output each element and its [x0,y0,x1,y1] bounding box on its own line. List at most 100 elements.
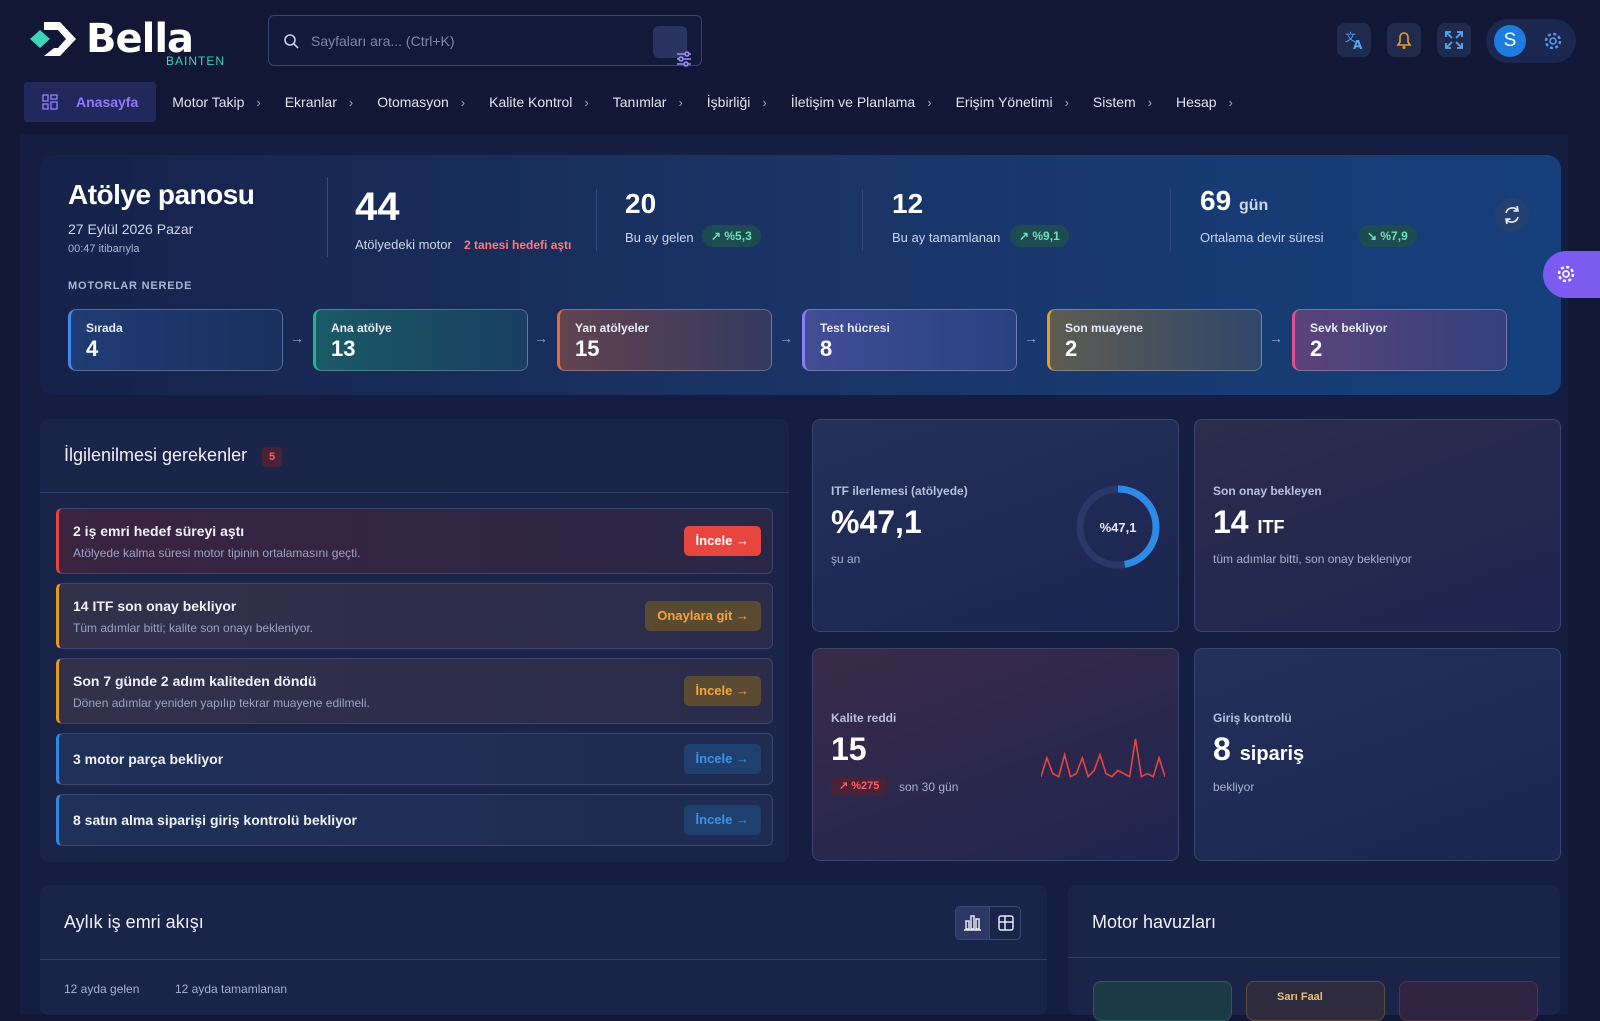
tile-label: ITF ilerlemesi (atölyede) [831,484,968,498]
brand-logo[interactable]: Bella BAINTEN [28,14,224,68]
avatar[interactable]: S [1494,25,1526,57]
tile-value-number: 8 [1213,731,1231,767]
tile-value-unit: ITF [1257,517,1285,537]
tile-value-number: 14 [1213,504,1249,540]
divider [40,492,789,493]
kpi-motors-label: Atölyedeki motor [355,237,452,252]
stage-value: 8 [820,336,833,361]
nav-label: Ekranlar [284,94,337,110]
nav-item-erisim[interactable]: Erişim Yönetimi › [944,82,1081,122]
nav-item-ekranlar[interactable]: Ekranlar › [273,82,365,122]
go-to-approvals-button[interactable]: Onaylara git → [645,601,761,631]
pool-card[interactable] [1399,981,1538,1021]
review-button[interactable]: İncele → [683,805,761,835]
nav-item-kalite-kontrol[interactable]: Kalite Kontrol › [477,82,601,122]
final-approval-tile[interactable]: Son onay bekleyen 14 ITF tüm adımlar bit… [1194,419,1561,632]
chevron-right-icon: › [762,94,767,110]
nav-item-hesap[interactable]: Hesap › [1164,82,1245,122]
kpi-incoming-value: 20 [625,188,657,219]
arrow-up-right-icon: ↗ [1019,229,1033,243]
chart-view-button[interactable] [956,907,989,939]
quality-reject-tile[interactable]: Kalite reddi 15 ↗ %275 son 30 gün [812,648,1179,861]
arrow-right-icon: → [736,751,749,766]
nav-label: Anasayfa [76,94,139,110]
theme-settings-button[interactable] [1543,251,1600,298]
nav-label: Tanımlar [612,94,667,110]
alert-parts-waiting: 3 motor parça bekliyor İncele → [56,733,773,785]
trend-value: %5,3 [724,229,752,243]
trend-value: %9,1 [1032,229,1060,243]
table-view-button[interactable] [989,907,1021,939]
fullscreen-button[interactable] [1437,23,1471,57]
kpi-turnaround-unit: gün [1238,197,1269,214]
button-label: İncele [695,812,733,827]
bella-logo-icon [30,22,76,56]
search-filter-button[interactable] [653,26,691,67]
progress-ring-label: %47,1 [1100,520,1137,535]
chevron-right-icon: › [460,94,466,110]
alert-title: 8 satın alma siparişi giriş kontrolü bek… [73,812,357,828]
gear-icon[interactable] [1542,30,1564,52]
stage-queue[interactable]: Sırada 4 [68,309,283,371]
nav-item-motor-takip[interactable]: Motor Takip › [160,82,272,122]
stage-awaiting-shipment[interactable]: Sevk bekliyor 2 [1292,309,1507,371]
alert-inbound-inspection: 8 satın alma siparişi giriş kontrolü bek… [56,794,773,846]
stage-side-workshops[interactable]: Yan atölyeler 15 [557,309,772,371]
nav-label: Erişim Yönetimi [955,94,1053,110]
search-box[interactable] [268,15,702,67]
user-menu[interactable]: S [1486,19,1576,63]
alert-quality-returns: Son 7 günde 2 adım kaliteden döndü Dönen… [56,658,773,724]
alert-subtitle: Atölyede kalma süresi motor tipinin orta… [73,546,361,560]
bar-chart-icon [964,915,981,931]
nav-item-otomasyon[interactable]: Otomasyon › [365,82,477,122]
arrow-up-right-icon: ↗ [711,229,725,243]
divider [327,177,328,257]
tile-subtitle: tüm adımlar bitti, son onay bekleniyor [1213,552,1412,566]
nav-item-tanimlar[interactable]: Tanımlar › [601,82,695,122]
review-button[interactable]: İncele → [683,526,761,556]
nav-item-anasayfa[interactable]: Anasayfa [24,82,157,122]
divider [862,189,863,251]
alert-subtitle: Dönen adımlar yeniden yapılıp tekrar mua… [73,696,370,710]
svg-text:文: 文 [1345,30,1356,44]
arrow-right-icon: → [736,608,749,623]
review-button[interactable]: İncele → [683,676,761,706]
notifications-button[interactable] [1387,23,1421,57]
review-button[interactable]: İncele → [683,744,761,774]
stage-value: 13 [331,336,356,361]
stage-label: Yan atölyeler [575,321,650,335]
stage-main-workshop[interactable]: Ana atölye 13 [313,309,528,371]
button-label: Onaylara git [657,608,733,623]
chevron-right-icon: › [927,94,932,110]
board-date: 27 Eylül 2026 Pazar [68,221,194,237]
itf-progress-tile[interactable]: ITF ilerlemesi (atölyede) %47,1 şu an %4… [812,419,1179,632]
stage-final-inspection[interactable]: Son muayene 2 [1047,309,1262,371]
refresh-icon [1504,205,1520,225]
nav-item-iletisim[interactable]: İletişim ve Planlama › [779,82,944,122]
arrow-right-icon: → [534,330,548,346]
pool-card[interactable] [1093,981,1232,1021]
monthly-flow-card: Aylık iş emri akışı 12 ayda gelen 12 ayd… [40,885,1047,1015]
button-label: İncele [695,751,733,766]
table-icon [998,915,1014,931]
chevron-right-icon: › [1064,94,1069,110]
inbound-inspection-tile[interactable]: Giriş kontrolü 8 sipariş bekliyor [1194,648,1561,861]
main-nav: Anasayfa Motor Takip › Ekranlar › Otomasyo… [24,82,1245,122]
tile-subtitle: bekliyor [1213,780,1255,794]
arrow-right-icon: → [736,812,749,827]
nav-item-sistem[interactable]: Sistem › [1081,82,1164,122]
kpi-motors-alert[interactable]: 2 tanesi hedefi aştı [464,238,572,252]
dashboard-icon [42,94,58,110]
nav-item-isbirligi[interactable]: İşbirliği › [695,82,779,122]
divider [1068,957,1560,958]
alert-itf-approval: 14 ITF son onay bekliyor Tüm adımlar bit… [56,583,773,649]
tile-label: Giriş kontrolü [1213,711,1292,725]
search-input[interactable] [311,30,611,52]
alert-overdue: 2 iş emri hedef süreyi aştı Atölyede kal… [56,508,773,574]
pool-card[interactable]: Sarı Faal [1246,981,1385,1021]
tile-value: 14 ITF [1213,504,1284,541]
stage-test-cell[interactable]: Test hücresi 8 [802,309,1017,371]
chevron-right-icon: › [348,94,354,110]
refresh-button[interactable] [1495,198,1529,232]
